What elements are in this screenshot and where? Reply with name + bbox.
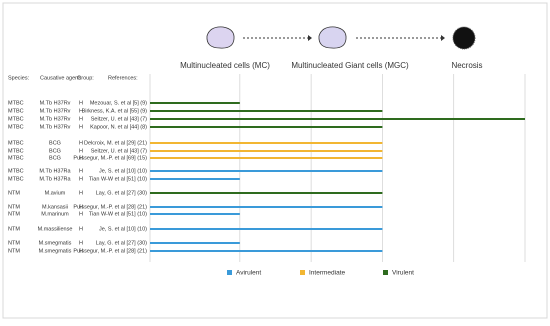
- species: MTBC: [8, 148, 24, 154]
- species: NTM: [8, 226, 20, 232]
- reference: Birkness, K.A. et al [55] (9): [82, 108, 148, 114]
- agent: BCG: [49, 140, 61, 146]
- reference: Mezouar, S. et al [5] (9): [90, 100, 147, 106]
- reference: Tian W-W et al [51] (10): [89, 176, 147, 182]
- reference: Kapoor, N. et al [44] (8): [90, 124, 147, 130]
- bar: [150, 150, 383, 152]
- group: H: [79, 116, 83, 122]
- agent: M.smegmatis: [39, 240, 72, 246]
- frame: [2, 2, 548, 319]
- agent: M.Tb H37Rv: [40, 116, 71, 122]
- group: H: [79, 124, 83, 130]
- agent: BCG: [49, 148, 61, 154]
- reference: Je, S. et al [10] (10): [99, 168, 147, 174]
- species: MTBC: [8, 124, 24, 130]
- agent: M.Tb H37Ra: [39, 168, 71, 174]
- reference: Lay, G. et al [27] (30): [96, 240, 147, 246]
- bar: [150, 110, 383, 112]
- reference: Puissegur, M.-P. et al [28] (21): [73, 248, 147, 254]
- bar: [150, 102, 240, 104]
- group: H: [79, 240, 83, 246]
- bar: [150, 170, 383, 172]
- reference: Delcroix, M. et al [29] (21): [84, 140, 147, 146]
- species: MTBC: [8, 100, 24, 106]
- group: H: [79, 140, 83, 146]
- column-header: Species:: [8, 75, 30, 81]
- reference: Seitzer, U. et al [43] (7): [91, 148, 147, 154]
- species: NTM: [8, 204, 20, 210]
- bar: [150, 213, 240, 215]
- reference: Tian W-W et al [51] (10): [89, 211, 147, 217]
- agent: M.avium: [45, 190, 66, 196]
- agent: M.marinum: [41, 211, 69, 217]
- reference: Puissegur, M.-P. et al [69] (15): [73, 155, 147, 161]
- column-header: Causative agent:: [40, 75, 82, 81]
- reference: Puissegur, M.-P. et al [28] (21): [73, 204, 147, 210]
- bar: [150, 126, 383, 128]
- agent: M.kansasii: [42, 204, 68, 210]
- bar: [150, 242, 240, 244]
- agent: M.Tb H37Rv: [40, 100, 71, 106]
- agent: M.Tb H37Ra: [39, 176, 71, 182]
- species: MTBC: [8, 168, 24, 174]
- group: H: [79, 168, 83, 174]
- reference: Lay, G. et al [27] (30): [96, 190, 147, 196]
- stage-label: Necrosis: [451, 61, 482, 70]
- agent: BCG: [49, 155, 61, 161]
- legend-label: Intermediate: [309, 270, 346, 277]
- species: MTBC: [8, 155, 24, 161]
- group: H: [79, 248, 83, 254]
- bar: [150, 206, 383, 208]
- bar: [150, 192, 383, 194]
- group: H: [79, 108, 83, 114]
- reference: Je, S. et al [10] (10): [99, 226, 147, 232]
- bar: [150, 142, 383, 144]
- group: H: [79, 204, 83, 210]
- group: H: [79, 100, 83, 106]
- species: NTM: [8, 190, 20, 196]
- group: H: [79, 226, 83, 232]
- bar: [150, 228, 383, 230]
- agent: M.massiliense: [38, 226, 73, 232]
- group: H: [79, 190, 83, 196]
- bar: [150, 118, 525, 120]
- column-header: Group:: [77, 75, 94, 81]
- column-header: References:: [108, 75, 138, 81]
- group: H: [79, 148, 83, 154]
- species: MTBC: [8, 108, 24, 114]
- bar: [150, 157, 383, 159]
- legend-swatch: [227, 270, 232, 275]
- legend-swatch: [383, 270, 388, 275]
- agent: M.smegmatis: [39, 248, 72, 254]
- reference: Seitzer, U. et al [43] (7): [91, 116, 147, 122]
- group: H: [79, 155, 83, 161]
- stage-label: Multinucleated Giant cells (MGC): [291, 61, 409, 70]
- species: MTBC: [8, 176, 24, 182]
- species: NTM: [8, 240, 20, 246]
- legend-swatch: [300, 270, 305, 275]
- legend-label: Virulent: [392, 270, 414, 277]
- bar: [150, 250, 383, 252]
- group: H: [79, 176, 83, 182]
- species: NTM: [8, 248, 20, 254]
- species: MTBC: [8, 140, 24, 146]
- stage-icons: [206, 26, 476, 50]
- bar: [150, 178, 240, 180]
- group: H: [79, 211, 83, 217]
- stage-label: Multinucleated cells (MC): [180, 61, 270, 70]
- agent: M.Tb H37Rv: [40, 108, 71, 114]
- legend-label: Avirulent: [236, 270, 261, 277]
- species: NTM: [8, 211, 20, 217]
- agent: M.Tb H37Rv: [40, 124, 71, 130]
- species: MTBC: [8, 116, 24, 122]
